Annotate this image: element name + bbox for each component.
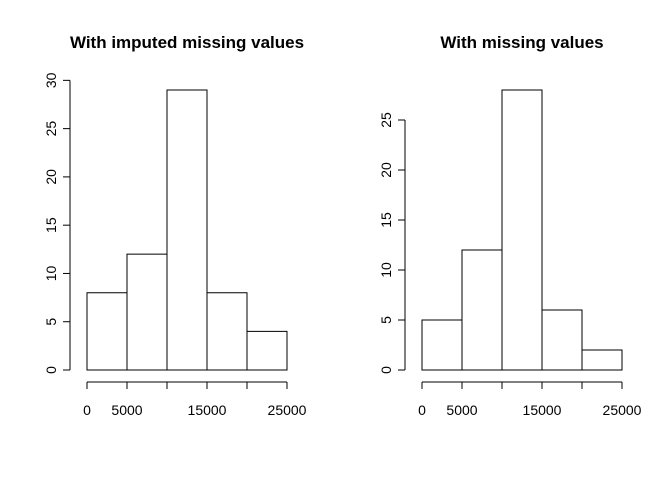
chart-title: With imputed missing values <box>70 33 304 52</box>
y-tick-label: 0 <box>43 366 59 374</box>
bar <box>206 292 248 371</box>
x-tick-label: 15000 <box>188 402 227 418</box>
bar <box>421 319 463 371</box>
y-tick-label: 5 <box>378 316 394 324</box>
bar <box>246 330 288 371</box>
y-tick-label: 20 <box>43 169 59 185</box>
bar <box>86 292 128 371</box>
y-tick-label: 25 <box>43 121 59 137</box>
y-tick-label: 10 <box>43 265 59 281</box>
y-tick-label: 0 <box>378 366 394 374</box>
x-tick-label: 25000 <box>603 402 642 418</box>
bar <box>461 249 503 371</box>
y-tick-label: 5 <box>43 318 59 326</box>
y-tick-label: 20 <box>378 162 394 178</box>
y-tick-label: 15 <box>43 217 59 233</box>
y-tick-label: 30 <box>43 72 59 88</box>
y-tick-label: 25 <box>378 112 394 128</box>
bar <box>581 349 623 371</box>
bar <box>541 309 583 371</box>
x-tick-label: 0 <box>83 402 91 418</box>
bar <box>166 89 208 371</box>
x-tick-label: 5000 <box>111 402 142 418</box>
bar <box>126 253 168 371</box>
bar <box>501 89 543 371</box>
x-tick-label: 15000 <box>523 402 562 418</box>
x-tick-label: 0 <box>418 402 426 418</box>
x-tick-label: 5000 <box>446 402 477 418</box>
x-tick-label: 25000 <box>268 402 307 418</box>
y-tick-label: 10 <box>378 262 394 278</box>
y-tick-label: 15 <box>378 212 394 228</box>
chart-title: With missing values <box>440 33 603 52</box>
